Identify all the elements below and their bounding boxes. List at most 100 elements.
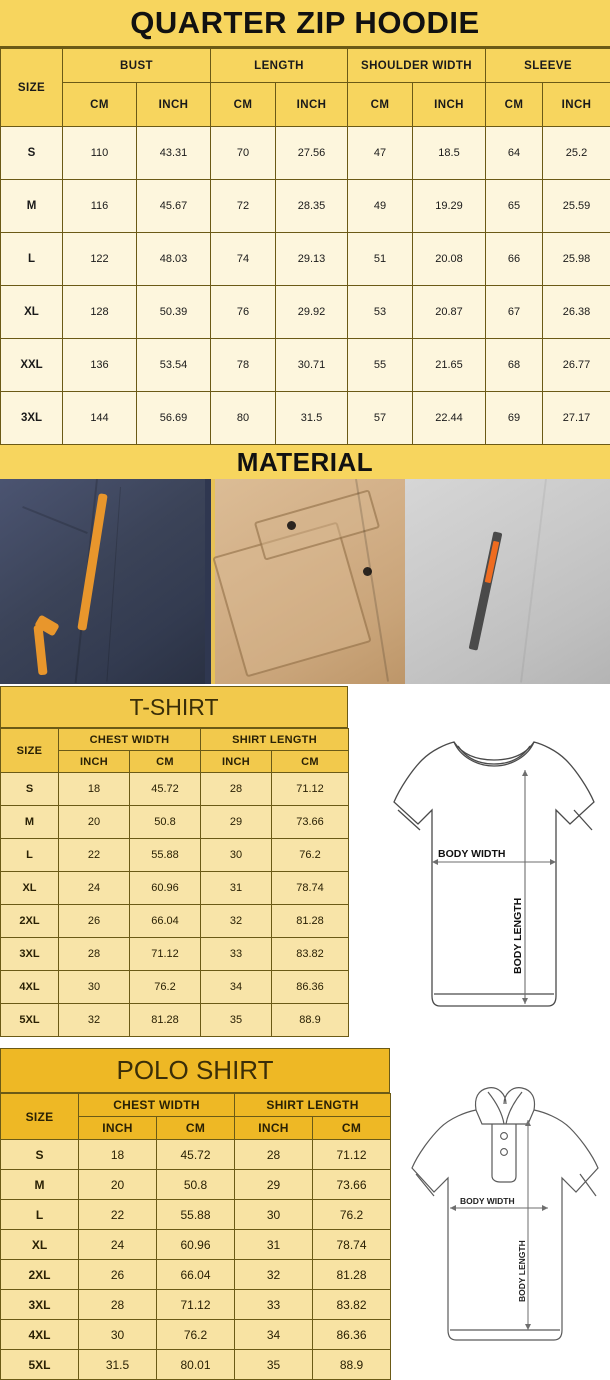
grey-hoodie-zip-pocket-photo [405, 479, 610, 684]
tshirt-cell-chest_cm: 55.88 [130, 839, 201, 872]
hoodie-cell-length_cm: 70 [211, 127, 276, 180]
hoodie-unit-shoulder-inch: INCH [413, 83, 486, 127]
hoodie-cell-sleeve_in: 25.2 [543, 127, 610, 180]
polo-size-table: SIZE CHEST WIDTH SHIRT LENGTH INCH CM IN… [0, 1093, 391, 1380]
polo-cell-size: M [1, 1170, 79, 1200]
tshirt-cell-length_in: 28 [201, 773, 272, 806]
hoodie-cell-sleeve_in: 25.59 [543, 180, 610, 233]
tshirt-cell-chest_cm: 71.12 [130, 938, 201, 971]
tshirt-cell-length_cm: 76.2 [272, 839, 349, 872]
hoodie-cell-shoulder_cm: 51 [348, 233, 413, 286]
polo-cell-length_cm: 76.2 [313, 1200, 391, 1230]
polo-cell-size: 2XL [1, 1260, 79, 1290]
snap-button-icon [287, 521, 296, 530]
tshirt-cell-length_in: 30 [201, 839, 272, 872]
hoodie-unit-sleeve-cm: CM [486, 83, 543, 127]
tshirt-measurement-diagram: BODY WIDTH BODY LENGTH [388, 726, 600, 1026]
navy-hoodie-drawstring-photo [0, 479, 205, 684]
tshirt-col-size: SIZE [1, 729, 59, 773]
tshirt-cell-size: L [1, 839, 59, 872]
tshirt-cell-size: 2XL [1, 905, 59, 938]
hoodie-cell-bust_in: 56.69 [137, 392, 211, 445]
tshirt-cell-length_cm: 81.28 [272, 905, 349, 938]
hoodie-cell-length_in: 30.71 [276, 339, 348, 392]
polo-cell-chest_cm: 50.8 [157, 1170, 235, 1200]
hoodie-unit-bust-inch: INCH [137, 83, 211, 127]
hoodie-cell-bust_cm: 144 [63, 392, 137, 445]
tan-hoodie-snap-pocket-photo [205, 479, 405, 684]
hoodie-cell-length_in: 27.56 [276, 127, 348, 180]
tshirt-cell-chest_in: 28 [59, 938, 130, 971]
tshirt-cell-length_cm: 86.36 [272, 971, 349, 1004]
hoodie-cell-sleeve_in: 25.98 [543, 233, 610, 286]
hoodie-cell-shoulder_cm: 57 [348, 392, 413, 445]
polo-col-chest-width: CHEST WIDTH [79, 1094, 235, 1117]
hoodie-unit-length-cm: CM [211, 83, 276, 127]
tshirt-cell-length_cm: 78.74 [272, 872, 349, 905]
material-photo-strip [0, 479, 610, 684]
tshirt-cell-chest_in: 22 [59, 839, 130, 872]
polo-col-size: SIZE [1, 1094, 79, 1140]
hoodie-cell-length_cm: 76 [211, 286, 276, 339]
hoodie-cell-size: XXL [1, 339, 63, 392]
polo-unit-length-cm: CM [313, 1117, 391, 1140]
hoodie-cell-sleeve_cm: 66 [486, 233, 543, 286]
polo-cell-length_cm: 88.9 [313, 1350, 391, 1380]
polo-cell-length_in: 34 [235, 1320, 313, 1350]
hoodie-cell-shoulder_in: 22.44 [413, 392, 486, 445]
polo-section: POLO SHIRT SIZE CHEST WIDTH SHIRT LENGTH… [0, 1046, 610, 1376]
polo-cell-chest_in: 24 [79, 1230, 157, 1260]
tshirt-cell-length_in: 34 [201, 971, 272, 1004]
hoodie-cell-length_cm: 74 [211, 233, 276, 286]
tshirt-cell-chest_cm: 50.8 [130, 806, 201, 839]
hoodie-cell-size: M [1, 180, 63, 233]
polo-cell-length_in: 29 [235, 1170, 313, 1200]
polo-cell-chest_in: 20 [79, 1170, 157, 1200]
polo-cell-length_in: 30 [235, 1200, 313, 1230]
polo-measurement-diagram: BODY WIDTH BODY LENGTH [404, 1068, 604, 1358]
hoodie-cell-length_in: 28.35 [276, 180, 348, 233]
tshirt-col-chest-width: CHEST WIDTH [59, 729, 201, 751]
tshirt-cell-length_in: 35 [201, 1004, 272, 1037]
polo-cell-size: 4XL [1, 1320, 79, 1350]
polo-cell-size: 5XL [1, 1350, 79, 1380]
hoodie-cell-length_in: 29.92 [276, 286, 348, 339]
polo-cell-length_in: 31 [235, 1230, 313, 1260]
hoodie-cell-length_cm: 80 [211, 392, 276, 445]
hoodie-section-title: QUARTER ZIP HOODIE [0, 0, 610, 48]
tshirt-cell-chest_in: 24 [59, 872, 130, 905]
polo-group-header-row: SIZE CHEST WIDTH SHIRT LENGTH [1, 1094, 391, 1117]
polo-cell-length_in: 35 [235, 1350, 313, 1380]
hoodie-cell-size: S [1, 127, 63, 180]
tshirt-cell-size: M [1, 806, 59, 839]
polo-cell-chest_cm: 66.04 [157, 1260, 235, 1290]
tshirt-cell-length_in: 33 [201, 938, 272, 971]
polo-cell-chest_in: 30 [79, 1320, 157, 1350]
hoodie-cell-bust_in: 48.03 [137, 233, 211, 286]
tshirt-cell-chest_cm: 66.04 [130, 905, 201, 938]
hoodie-cell-sleeve_cm: 65 [486, 180, 543, 233]
hoodie-size-table: SIZE BUST LENGTH SHOULDER WIDTH SLEEVE C… [0, 48, 610, 445]
hoodie-col-bust: BUST [63, 49, 211, 83]
tshirt-unit-length-inch: INCH [201, 751, 272, 773]
polo-cell-chest_in: 26 [79, 1260, 157, 1290]
polo-cell-length_in: 33 [235, 1290, 313, 1320]
tshirt-cell-length_in: 31 [201, 872, 272, 905]
polo-cell-chest_cm: 71.12 [157, 1290, 235, 1320]
polo-body-width-label: BODY WIDTH [460, 1196, 515, 1206]
polo-cell-chest_cm: 80.01 [157, 1350, 235, 1380]
hoodie-cell-size: 3XL [1, 392, 63, 445]
hoodie-cell-length_in: 31.5 [276, 392, 348, 445]
tshirt-unit-chest-inch: INCH [59, 751, 130, 773]
hoodie-col-length: LENGTH [211, 49, 348, 83]
